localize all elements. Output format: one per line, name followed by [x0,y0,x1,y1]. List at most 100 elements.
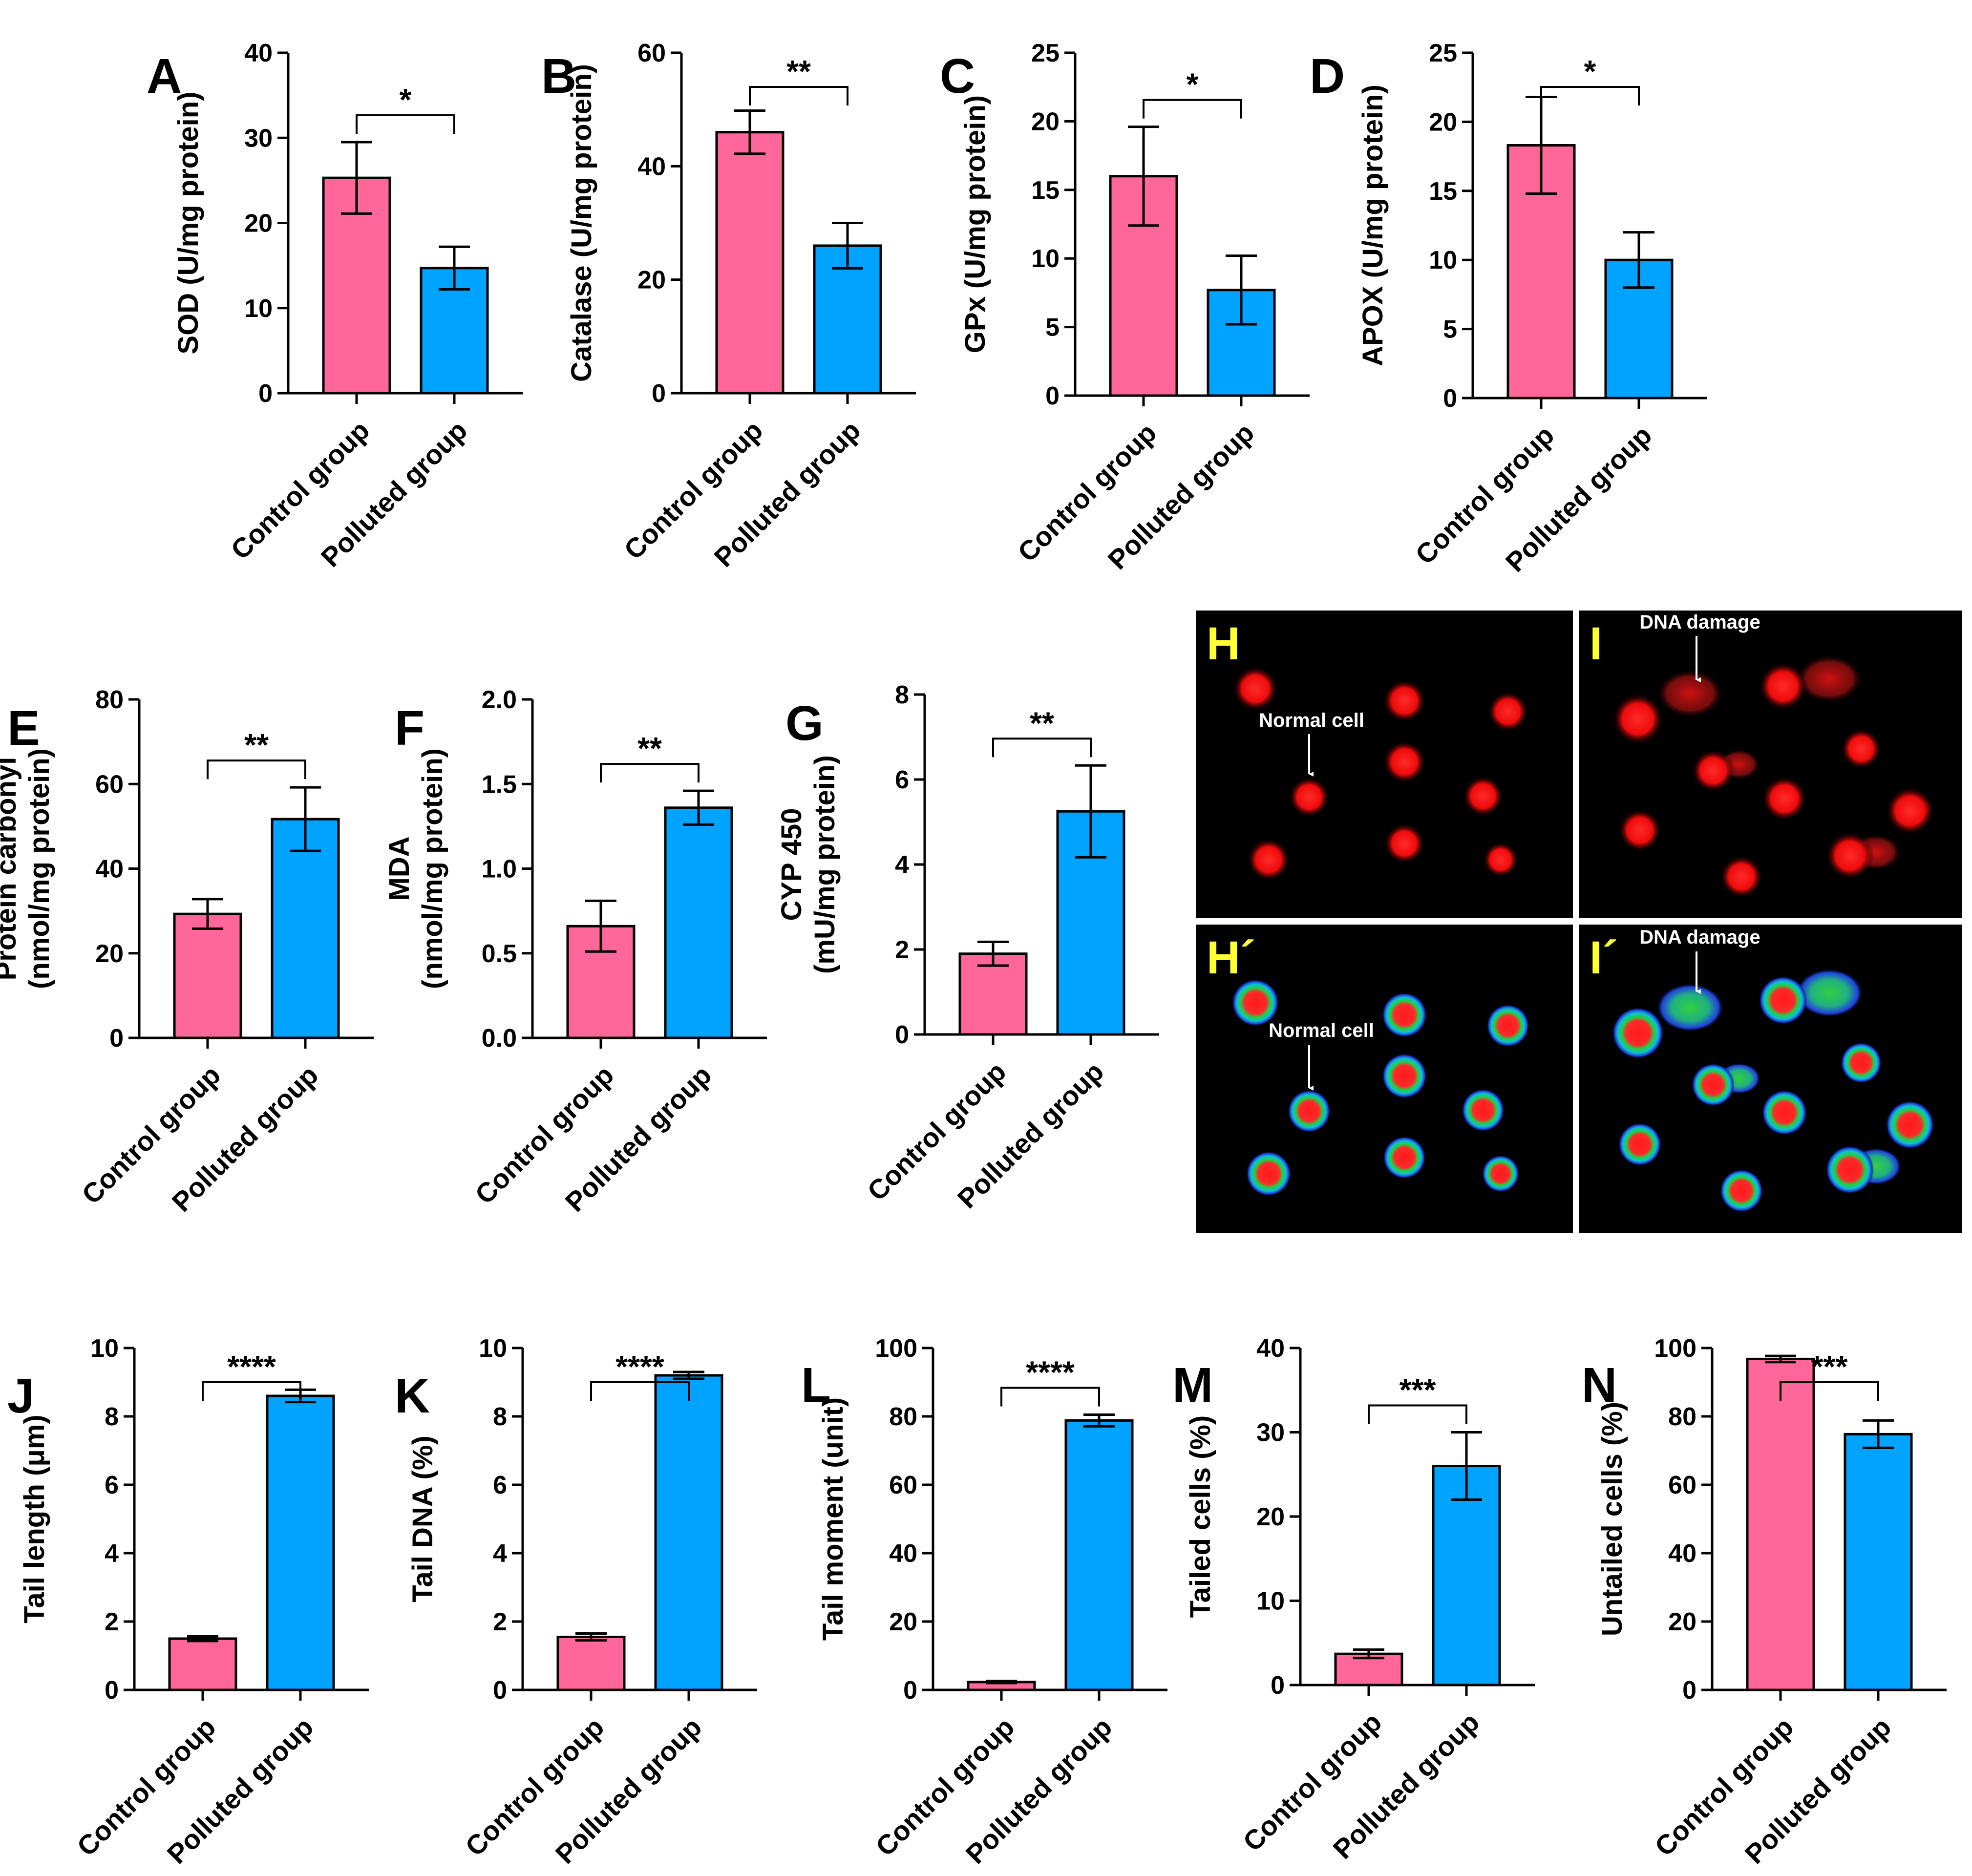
y-tick-label: 40 [244,39,273,67]
y-axis-label: Protein carbonyl [0,757,22,981]
cell [1383,1136,1426,1179]
cell [1288,1090,1331,1133]
y-tick-label: 0 [105,1676,119,1705]
panel-letter: A [147,49,182,104]
micrograph-3: H´ Normal cell [1196,925,1573,1233]
bar-control [556,1636,626,1691]
bar-polluted [654,1374,723,1691]
cell [1825,831,1874,880]
cell [1761,1090,1807,1136]
y-tick-label: 20 [1668,1608,1696,1636]
significance-bracket [1000,1387,1100,1407]
y-tick-label: 0 [1045,382,1060,410]
panel-letter: L [801,1358,831,1412]
y-tick-label: 6 [105,1471,119,1499]
panel-letter: N [1582,1358,1617,1412]
cell [1246,1151,1291,1196]
cell [1692,1063,1735,1106]
cell [1612,693,1664,745]
y-tick-label: 40 [889,1539,917,1568]
y-axis-label: APOX (U/mg protein) [1357,84,1389,366]
panel-letter: D [1310,49,1345,104]
y-tick-label: 20 [889,1608,917,1636]
micrograph-2: I DNA damage [1579,611,1962,918]
y-tick-label: 4 [105,1539,119,1568]
significance-bracket [207,759,306,780]
micrograph-layer: H Normal cell I DNA damage H´ Normal cell I´ DN… [1196,611,1962,1233]
cell [1382,992,1427,1037]
micrograph-annotation: DNA damage [1639,927,1760,948]
significance-label: **** [1026,1355,1075,1390]
bar-polluted [813,244,882,395]
micrograph-annotation: Normal cell [1269,1020,1374,1041]
y-tick-label: 0 [895,1021,909,1049]
cell [1886,1100,1934,1149]
y-tick-label: 20 [1256,1503,1285,1531]
y-tick-label: 0.5 [482,940,517,968]
significance-bracket [590,1381,690,1401]
y-tick-label: 2 [895,936,909,964]
panel-letter: J [7,1369,35,1423]
cell [1462,1089,1505,1132]
panel-letter: M [1172,1358,1213,1412]
cell [1463,776,1504,817]
cell [1383,679,1426,722]
y-tick-label: 15 [1429,177,1457,206]
significance-label: * [400,82,412,117]
significance-label: **** [227,1349,276,1384]
y-tick-label: 0 [109,1024,124,1053]
bar-control [958,952,1028,1036]
micrograph-background [1579,611,1962,918]
y-tick-label: 25 [1429,39,1457,67]
y-tick-label: 10 [1429,246,1457,274]
y-axis-label: Untailed cells (%) [1596,1402,1628,1636]
panel-letter: K [395,1369,430,1423]
y-tick-label: 60 [95,770,124,799]
cell [1383,740,1426,783]
cell [1232,666,1278,712]
y-tick-label: 0 [258,379,273,408]
y-tick-label: 40 [637,152,666,181]
y-tick-label: 60 [1668,1471,1696,1499]
cell [1825,1145,1874,1194]
significance-bracket [749,86,848,105]
y-tick-label: 20 [637,266,666,295]
chart-panel-E: E 0 20 40 60 80 Protein carbonyl (nmol/mg prote… [0,686,374,1218]
cell [1487,691,1528,732]
y-tick-label: 0 [493,1676,507,1705]
bar-control [168,1637,237,1691]
y-tick-label: 5 [1443,316,1457,344]
cell [1841,728,1882,769]
y-tick-label: 0 [1443,384,1457,413]
y-tick-label: 15 [1031,176,1060,205]
y-tick-label: 0.0 [482,1024,517,1053]
significance-bracket [1143,99,1242,119]
significance-bracket [1540,86,1640,105]
cell [1761,776,1807,822]
y-tick-label: 2 [493,1608,507,1636]
bar-polluted [664,806,733,1039]
cell [1289,777,1330,818]
bar-polluted [1056,810,1125,1036]
y-tick-label: 20 [1031,107,1060,136]
y-axis-label: (mU/mg protein) [809,755,841,974]
y-tick-label: 4 [493,1539,507,1568]
cell [1841,1042,1882,1083]
y-tick-label: 10 [90,1334,119,1363]
cell [1720,1169,1763,1212]
y-tick-label: 10 [1031,245,1060,273]
y-tick-label: 80 [95,686,124,714]
y-tick-label: 100 [1654,1334,1696,1363]
micrograph-letter: H [1207,618,1240,670]
significance-label: *** [1399,1372,1436,1408]
y-tick-label: 0 [903,1676,917,1705]
significance-bracket [600,763,700,783]
significance-bracket [202,1381,301,1401]
y-tick-label: 20 [1429,108,1457,136]
